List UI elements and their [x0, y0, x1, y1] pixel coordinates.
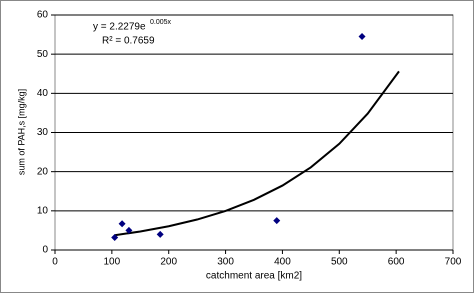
x-tick-label: 100: [104, 257, 121, 268]
r-squared: R² = 0.7659: [102, 36, 155, 47]
y-tick-label: 60: [37, 10, 49, 21]
data-point: [156, 230, 164, 238]
x-tick-label: 600: [388, 257, 405, 268]
y-tick-label: 50: [37, 49, 49, 60]
data-point: [125, 226, 133, 234]
x-tick-label: 400: [274, 257, 291, 268]
y-tick-label: 0: [42, 245, 48, 256]
equation-exponent: 0.005x: [150, 19, 172, 26]
y-tick-label: 40: [37, 88, 49, 99]
x-tick-label: 500: [331, 257, 348, 268]
data-point: [273, 217, 281, 225]
x-axis-label: catchment area [km2]: [206, 271, 302, 282]
trendline: [114, 70, 400, 237]
data-point: [358, 33, 366, 41]
equation: y = 2.2279e: [93, 22, 146, 33]
y-axis-label: sum of PAH,s [mg/kg]: [16, 89, 26, 175]
x-tick-label: 200: [160, 257, 177, 268]
x-tick-label: 0: [52, 257, 58, 268]
y-tick-label: 10: [37, 205, 49, 216]
x-tick-label: 700: [445, 257, 462, 268]
data-point: [118, 220, 126, 228]
data-point: [111, 233, 119, 241]
y-tick-label: 20: [37, 166, 49, 177]
y-tick-label: 30: [37, 127, 49, 138]
x-tick-label: 300: [217, 257, 234, 268]
